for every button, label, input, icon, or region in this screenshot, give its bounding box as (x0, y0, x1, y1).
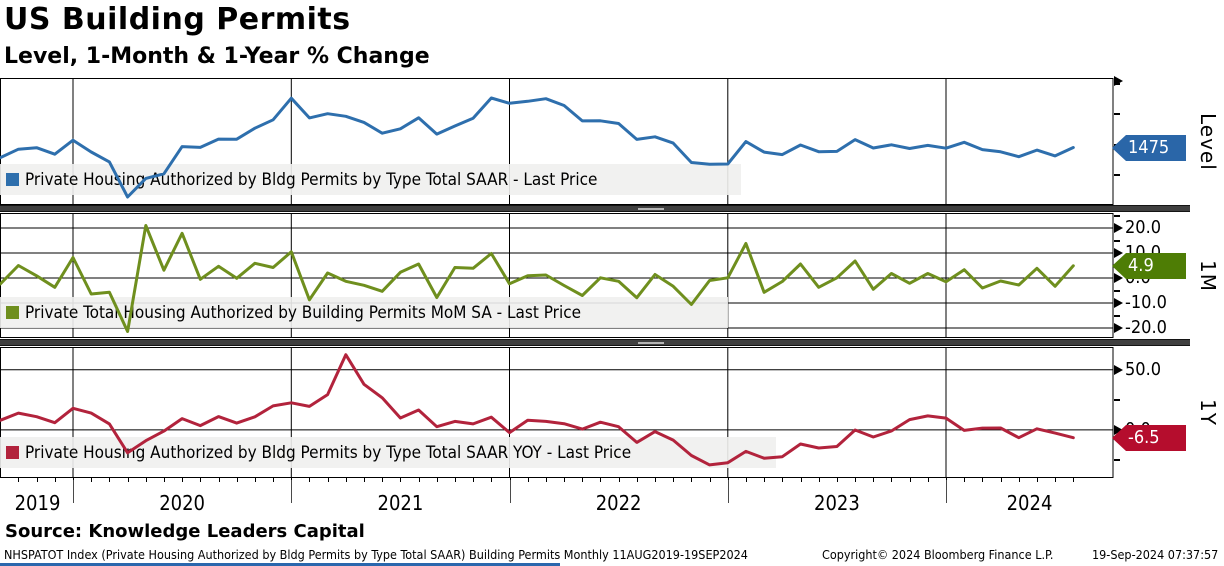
tag-arrow-icon (1112, 252, 1126, 279)
chart-panel-level: Private Housing Authorized by Bldg Permi… (0, 76, 1224, 205)
splitter-grip-icon[interactable] (638, 208, 664, 210)
last-price-tag-level: 1475 (1112, 134, 1186, 161)
chart-panel-1y: Private Housing Authorized by Bldg Permi… (0, 347, 1224, 482)
legend-swatch-level-icon (6, 173, 19, 186)
legend-swatch-1m-icon (6, 306, 19, 319)
legend-level[interactable]: Private Housing Authorized by Bldg Permi… (0, 164, 741, 195)
axis-title-1y: 1Y (1196, 399, 1220, 426)
tag-arrow-icon (1112, 424, 1126, 451)
year-label: 2021 (377, 491, 424, 515)
axis-title-1m: 1M (1196, 259, 1220, 292)
legend-label: Private Total Housing Authorized by Buil… (25, 302, 582, 323)
last-price-tag-1y: -6.5 (1112, 424, 1186, 451)
page-title: US Building Permits (4, 2, 351, 37)
year-label: 2023 (814, 491, 860, 515)
year-label: 2024 (1006, 491, 1053, 515)
legend-label: Private Housing Authorized by Bldg Permi… (25, 442, 632, 463)
legend-1y[interactable]: Private Housing Authorized by Bldg Permi… (0, 437, 776, 468)
legend-swatch-1y-icon (6, 446, 19, 459)
axis-title-level: Level (1196, 112, 1220, 171)
footer-copyright: Copyright© 2024 Bloomberg Finance L.P. (822, 547, 1054, 562)
splitter-grip-icon[interactable] (638, 342, 664, 344)
x-axis-years: 2019 2020 2021 2022 2023 2024 (0, 479, 1224, 521)
footer-datetime: 19-Sep-2024 07:37:57 (1092, 547, 1219, 562)
source-line: Source: Knowledge Leaders Capital (5, 521, 365, 542)
tag-value: 1475 (1126, 134, 1186, 161)
panel-splitter[interactable] (0, 339, 1190, 346)
year-label: 2020 (159, 491, 205, 515)
page-subtitle: Level, 1-Month & 1-Year % Change (4, 44, 430, 69)
year-label: 2022 (595, 491, 642, 515)
legend-label: Private Housing Authorized by Bldg Permi… (25, 169, 598, 190)
year-label: 2019 (14, 491, 61, 515)
tag-arrow-icon (1112, 134, 1126, 161)
legend-1m[interactable]: Private Total Housing Authorized by Buil… (0, 297, 728, 328)
last-price-tag-1m: 4.9 (1112, 252, 1186, 279)
tag-value: -6.5 (1126, 424, 1186, 451)
footer-ticker-info: NHSPATOT Index (Private Housing Authoriz… (4, 547, 748, 562)
chart-panel-1m: Private Total Housing Authorized by Buil… (0, 213, 1224, 338)
tag-value: 4.9 (1126, 252, 1186, 279)
bottom-accent-bar (0, 563, 560, 566)
panel-splitter[interactable] (0, 205, 1190, 212)
